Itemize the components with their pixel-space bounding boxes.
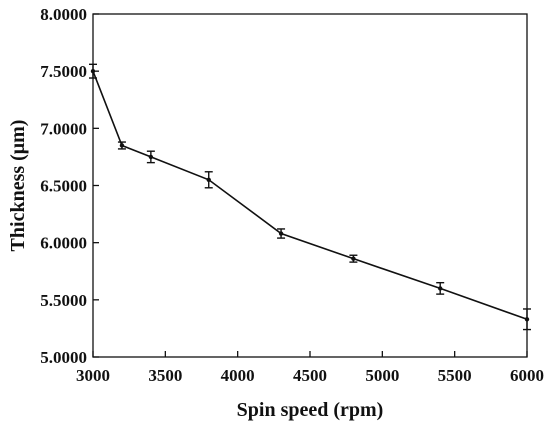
y-tick-labels: 5.0000 5.5000 6.0000 6.5000 7.0000 7.5000 8.00… [40, 5, 87, 367]
y-tick-label: 8.0000 [40, 5, 87, 24]
y-tick-label: 5.5000 [40, 291, 87, 310]
x-tick-label: 3000 [76, 366, 110, 385]
x-tick-label: 6000 [510, 366, 544, 385]
data-point [206, 177, 211, 182]
series-layer [89, 63, 531, 331]
data-point [148, 154, 154, 160]
axis-ticks [92, 13, 528, 358]
x-tick-label: 3500 [148, 366, 182, 385]
plot-frame [92, 13, 528, 358]
y-tick-label: 6.0000 [40, 234, 87, 253]
series-line [92, 70, 528, 321]
y-tick-label: 5.0000 [40, 348, 87, 367]
x-axis-label: Spin speed (rpm) [237, 399, 384, 421]
x-tick-labels: 3000 3500 4000 4500 5000 5500 6000 [76, 366, 544, 385]
data-point [278, 231, 284, 236]
data-point [438, 286, 443, 291]
x-tick-label: 5000 [365, 366, 399, 385]
y-tick-label: 7.5000 [40, 62, 87, 81]
data-point [351, 256, 356, 261]
x-tick-label: 4500 [293, 366, 327, 385]
y-tick-label: 6.5000 [40, 177, 87, 196]
y-axis-label: Thickness (μm) [7, 120, 29, 252]
x-tick-label: 4000 [221, 366, 255, 385]
data-point [119, 143, 125, 148]
x-tick-label: 5500 [438, 366, 472, 385]
y-tick-label: 7.0000 [40, 119, 87, 138]
